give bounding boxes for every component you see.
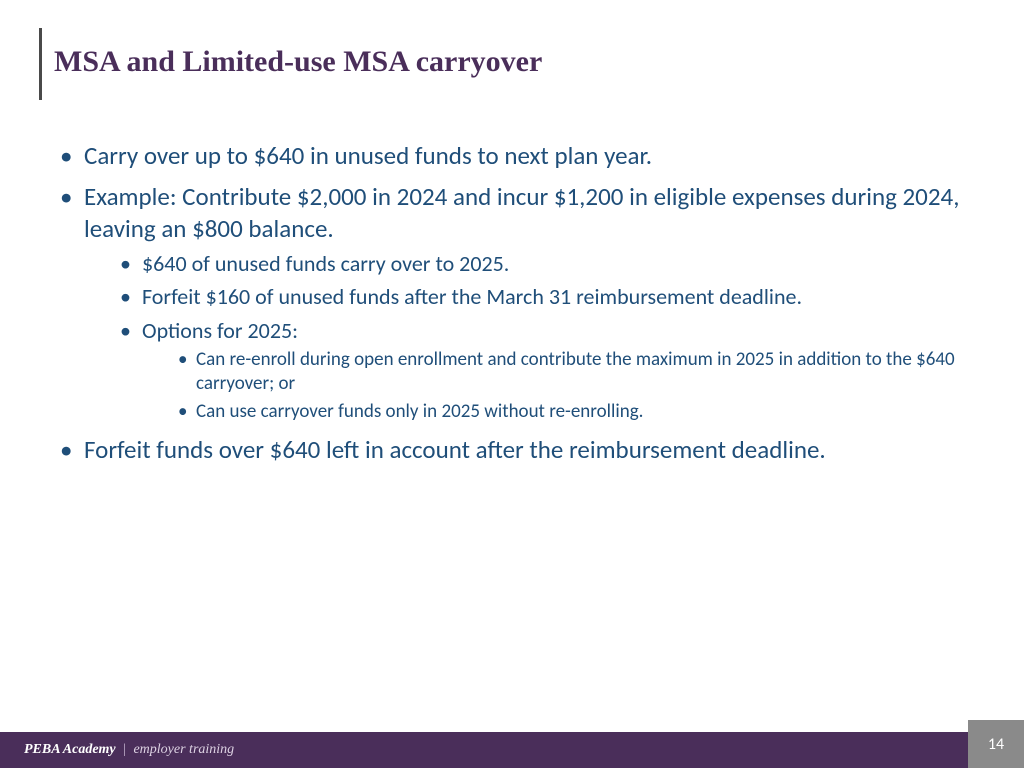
bullet-text: Carry over up to $640 in unused funds to… [84, 140, 652, 171]
bullet-item: Can use carryover funds only in 2025 wit… [172, 400, 970, 424]
bullet-text: Forfeit $160 of unused funds after the M… [142, 283, 802, 310]
footer-separator: | [119, 742, 130, 757]
bullet-text: Forfeit funds over $640 left in account … [84, 434, 826, 465]
bullet-list-lvl3: Can re-enroll during open enrollment and… [142, 348, 970, 423]
bullet-item: Options for 2025: Can re-enroll during o… [114, 317, 970, 424]
footer-subtitle: employer training [133, 742, 234, 757]
bullet-text: $640 of unused funds carry over to 2025. [142, 250, 509, 277]
bullet-item: Forfeit $160 of unused funds after the M… [114, 283, 970, 311]
page-number: 14 [988, 735, 1004, 754]
footer-bar: PEBA Academy | employer training [0, 732, 1024, 768]
bullet-list-lvl1: Carry over up to $640 in unused funds to… [54, 140, 970, 465]
bullet-item: Example: Contribute $2,000 in 2024 and i… [54, 181, 970, 423]
bullet-item: $640 of unused funds carry over to 2025. [114, 250, 970, 278]
footer-text: PEBA Academy | employer training [0, 742, 234, 758]
bullet-text: Example: Contribute $2,000 in 2024 and i… [84, 181, 959, 243]
bullet-item: Carry over up to $640 in unused funds to… [54, 140, 970, 171]
bullet-text: Can use carryover funds only in 2025 wit… [196, 400, 643, 423]
bullet-text: Can re-enroll during open enrollment and… [196, 348, 955, 395]
slide-body: Carry over up to $640 in unused funds to… [54, 140, 970, 475]
bullet-list-lvl2: $640 of unused funds carry over to 2025.… [84, 250, 970, 424]
bullet-item: Forfeit funds over $640 left in account … [54, 434, 970, 465]
bullet-item: Can re-enroll during open enrollment and… [172, 348, 970, 396]
footer-brand: PEBA Academy [24, 742, 116, 757]
slide-title: MSA and Limited-use MSA carryover [54, 45, 542, 79]
title-accent-bar [39, 28, 42, 100]
bullet-text: Options for 2025: [142, 317, 298, 344]
slide: MSA and Limited-use MSA carryover Carry … [0, 0, 1024, 768]
page-number-box: 14 [968, 720, 1024, 768]
